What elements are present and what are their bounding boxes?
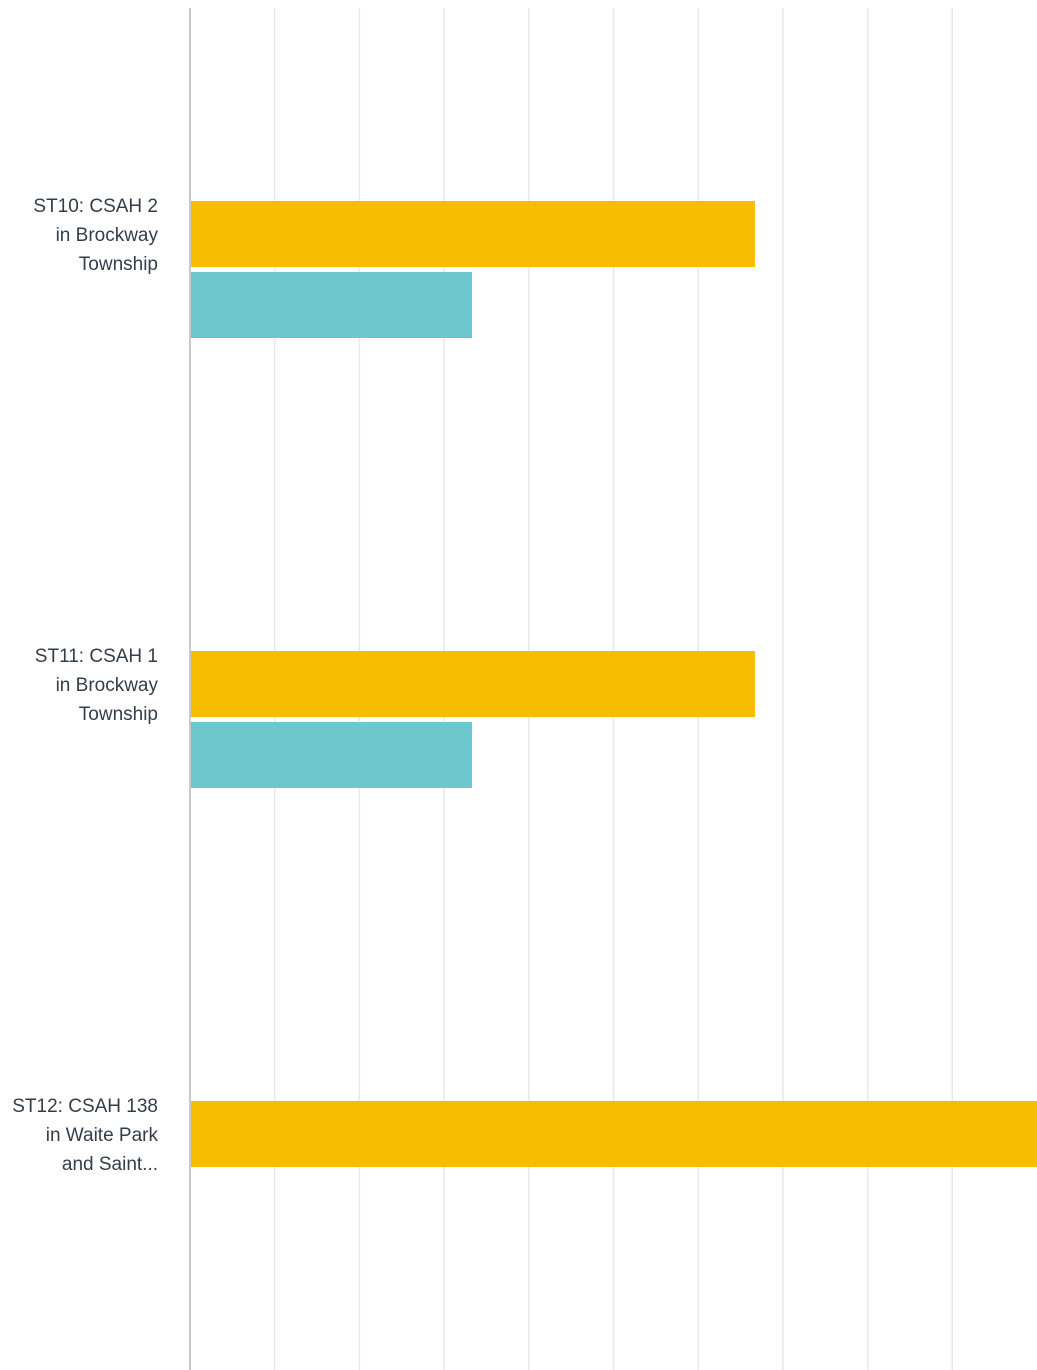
bar-series-1-category-1 <box>190 201 755 267</box>
bars <box>190 201 1037 1167</box>
category-label-line: ST11: CSAH 1 <box>35 646 158 667</box>
category-label-line: ST10: CSAH 2 <box>33 196 158 217</box>
category-label-line: ST12: CSAH 138 <box>12 1096 158 1117</box>
category-label-line: in Brockway <box>56 675 159 696</box>
category-label-line: and Saint... <box>62 1154 158 1175</box>
bar-series-1-category-2 <box>190 651 755 717</box>
category-label: ST12: CSAH 138 in Waite Park and Saint... <box>12 1096 158 1175</box>
category-label: ST11: CSAH 1 in Brockway Township <box>35 646 159 725</box>
category-label-line: Township <box>79 704 158 725</box>
bar-series-2-category-1 <box>190 272 473 338</box>
category-label-line: Township <box>79 254 158 275</box>
bar-series-2-category-2 <box>190 722 473 788</box>
bar-series-1-category-3 <box>190 1101 1037 1167</box>
category-label: ST10: CSAH 2 in Brockway Township <box>33 196 158 275</box>
category-label-line: in Brockway <box>56 225 159 246</box>
category-label-line: in Waite Park <box>46 1125 159 1146</box>
